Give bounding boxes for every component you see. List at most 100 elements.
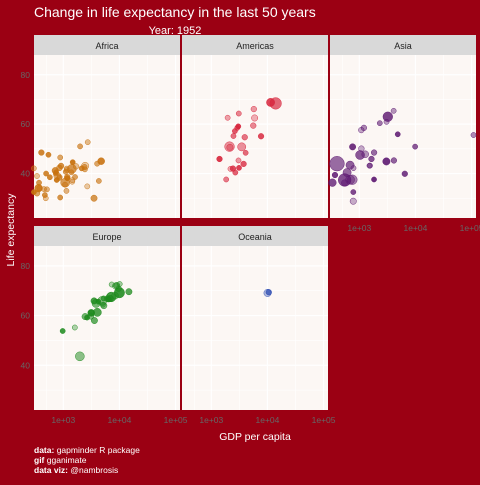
facet-panel-oceania [182,246,328,410]
data-point [91,299,101,308]
data-point [226,143,234,151]
facet-strip-label-africa: Africa [95,41,118,51]
data-point [360,124,368,131]
data-point [87,309,95,317]
facet-panels: Africa 40 60 80 Americas Asia 1e+03 1e+04 1e+05 E… [21,35,480,425]
data-point [63,188,70,194]
data-point [56,174,63,180]
facet-africa: Africa 40 60 80 [21,35,180,218]
data-point [63,167,70,173]
facet-strip-europe [34,226,180,246]
data-point [366,162,373,169]
data-point [59,328,66,334]
data-point [257,133,265,140]
x-tick-label: 1e+03 [199,415,223,425]
data-point [376,120,383,127]
data-point [269,97,282,110]
data-point [38,149,45,156]
x-tick-label: 1e+04 [404,223,428,233]
data-point [82,166,88,173]
caption-line-2: gif gganimate [34,455,87,465]
y-tick-label: 40 [21,169,31,179]
data-point [350,189,357,195]
data-point [341,179,349,187]
data-point [116,281,123,287]
facet-strip-label-americas: Americas [236,41,274,51]
facet-strip-oceania [182,226,328,246]
data-point [57,154,64,161]
data-point [63,165,70,172]
data-point [72,163,80,170]
data-point [57,194,64,201]
data-point [342,168,352,177]
facet-americas: Americas [182,35,328,218]
data-point [390,107,397,114]
facet-panel-europe [34,246,180,410]
data-point [36,179,42,186]
data-point [241,134,248,141]
data-point [235,110,242,117]
facet-strip-label-europe: Europe [92,232,121,242]
data-point [250,122,257,129]
facet-europe: Europe 40 60 80 1e+03 1e+04 1e+05 [21,226,188,425]
data-point [227,166,234,172]
x-tick-label: 1e+05 [164,415,188,425]
data-point [90,317,98,324]
data-point [355,150,365,160]
data-point [94,160,100,167]
chart-subtitle: Year: 1952 [149,25,202,37]
y-tick-label: 60 [21,119,31,129]
facet-strip-asia [330,35,476,55]
y-axis-label: Life expectancy [5,193,17,267]
data-point [72,174,78,180]
data-point [371,176,377,183]
data-point [240,160,247,168]
data-point [470,132,477,138]
data-point [42,192,48,198]
facet-panel-americas [182,55,328,218]
data-point [60,177,70,188]
data-point [90,194,98,202]
data-point [224,114,231,121]
facet-strip-label-oceania: Oceania [238,232,272,242]
x-tick-label: 1e+05 [312,415,336,425]
data-point [77,143,83,150]
data-point [100,301,106,308]
data-point [331,171,339,179]
data-point [52,170,59,177]
y-tick-label: 80 [21,261,31,271]
data-point [31,189,37,195]
data-point [236,165,242,171]
y-tick-label: 40 [21,360,31,370]
caption-line-1: data: gapminder R package [34,445,140,455]
data-point [394,131,401,138]
data-point [368,155,375,163]
chart-title: Change in life expectancy in the last 50… [34,4,316,20]
data-point [223,176,230,183]
x-tick-label: 1e+03 [51,415,75,425]
x-tick-label: 1e+03 [347,223,371,233]
data-point [361,150,369,159]
data-point [401,170,408,177]
facet-oceania: Oceania 1e+03 1e+04 1e+05 [182,226,336,425]
x-tick-label: 1e+04 [256,415,280,425]
data-point [265,289,272,296]
data-point [235,157,242,164]
data-point [84,183,91,190]
x-tick-label: 1e+04 [108,415,132,425]
facet-strip-americas [182,35,328,55]
facet-strip-label-asia: Asia [394,41,412,51]
data-point [230,133,237,139]
data-point [250,105,257,113]
data-point [251,114,259,122]
data-point [30,165,37,172]
caption-line-3: data viz: @nambrosis [34,465,118,475]
data-point [113,287,125,299]
facet-asia: Asia 1e+03 1e+04 1e+05 [328,35,480,233]
data-point [216,155,223,163]
data-point [235,123,242,130]
data-point [125,288,133,296]
data-point [47,174,53,181]
